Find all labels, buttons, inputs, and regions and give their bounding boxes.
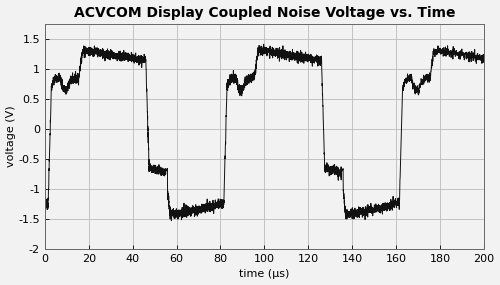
Title: ACVCOM Display Coupled Noise Voltage vs. Time: ACVCOM Display Coupled Noise Voltage vs.…: [74, 5, 455, 20]
X-axis label: time (μs): time (μs): [239, 269, 290, 280]
Y-axis label: voltage (V): voltage (V): [6, 105, 16, 167]
